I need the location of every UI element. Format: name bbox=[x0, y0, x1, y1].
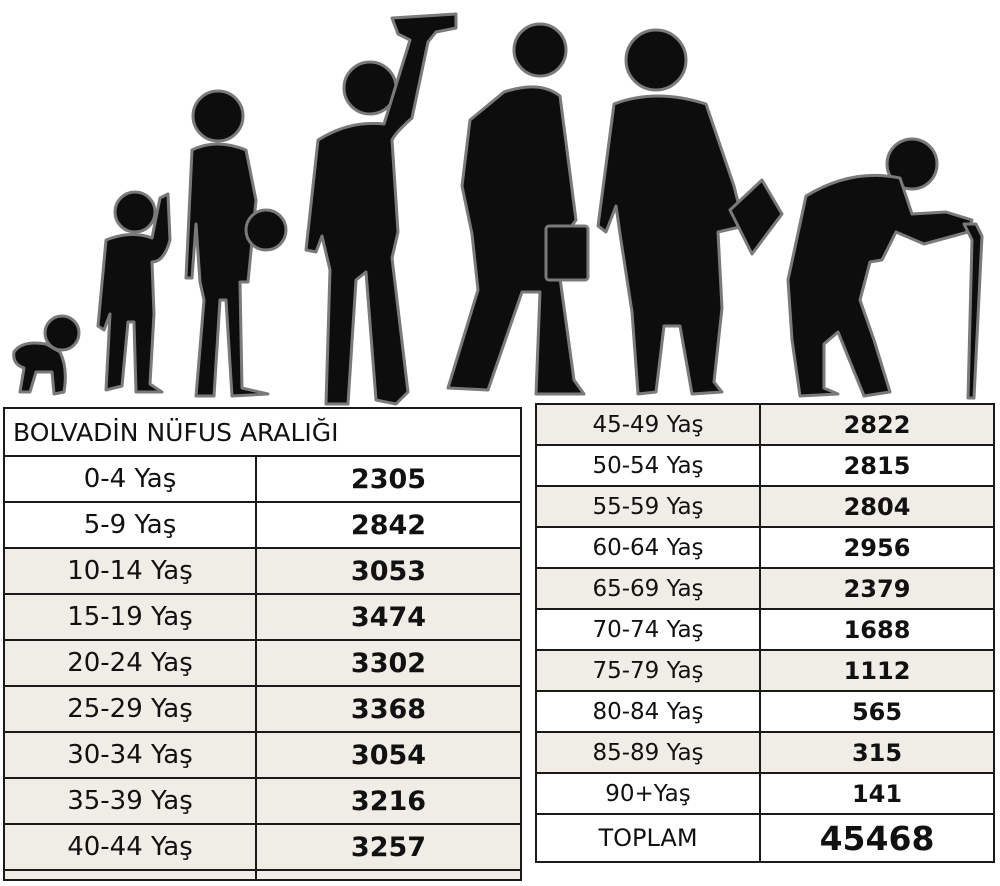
total-row: TOPLAM 45468 bbox=[535, 813, 995, 863]
age-range-cell: 20-24 Yaş bbox=[3, 639, 257, 687]
population-count-cell: 2379 bbox=[759, 567, 995, 610]
population-count-cell: 2804 bbox=[759, 485, 995, 528]
table-row: 0-4 Yaş 2305 bbox=[3, 455, 522, 503]
age-range-cell: 35-39 Yaş bbox=[3, 777, 257, 825]
table-title: BOLVADİN NÜFUS ARALIĞI bbox=[3, 407, 522, 457]
table-row: 50-54 Yaş 2815 bbox=[535, 444, 995, 487]
table-row: 90+Yaş 141 bbox=[535, 772, 995, 815]
table-row: 65-69 Yaş 2379 bbox=[535, 567, 995, 610]
age-range-cell: 65-69 Yaş bbox=[535, 567, 761, 610]
child-silhouette bbox=[184, 89, 288, 398]
age-range-cell: 5-9 Yaş bbox=[3, 501, 257, 549]
table-row: 45-49 Yaş 2822 bbox=[535, 403, 995, 446]
table-row: 20-24 Yaş 3302 bbox=[3, 639, 522, 687]
population-count-cell: 3368 bbox=[255, 685, 522, 733]
table-row: 5-9 Yaş 2842 bbox=[3, 501, 522, 549]
table-title-row: BOLVADİN NÜFUS ARALIĞI bbox=[3, 407, 522, 457]
age-range-cell: 25-29 Yaş bbox=[3, 685, 257, 733]
table-row: 30-34 Yaş 3054 bbox=[3, 731, 522, 779]
table-row-cut-off bbox=[3, 869, 522, 881]
life-stages-illustration bbox=[12, 12, 984, 406]
graduate-silhouette bbox=[304, 12, 458, 406]
table-row: 85-89 Yaş 315 bbox=[535, 731, 995, 774]
population-count-cell: 3053 bbox=[255, 547, 522, 595]
table-row: 80-84 Yaş 565 bbox=[535, 690, 995, 733]
table-row: 60-64 Yaş 2956 bbox=[535, 526, 995, 569]
age-range-cell: 75-79 Yaş bbox=[535, 649, 761, 692]
table-row: 40-44 Yaş 3257 bbox=[3, 823, 522, 871]
age-range-cell: 50-54 Yaş bbox=[535, 444, 761, 487]
population-count-cell: 3054 bbox=[255, 731, 522, 779]
empty-cell bbox=[3, 869, 257, 881]
table-row: 55-59 Yaş 2804 bbox=[535, 485, 995, 528]
population-count-cell: 3302 bbox=[255, 639, 522, 687]
adult-silhouette bbox=[446, 22, 590, 396]
age-range-cell: 0-4 Yaş bbox=[3, 455, 257, 503]
population-table-left: BOLVADİN NÜFUS ARALIĞI 0-4 Yaş 2305 5-9 … bbox=[3, 407, 522, 881]
population-count-cell: 2815 bbox=[759, 444, 995, 487]
population-count-cell: 2956 bbox=[759, 526, 995, 569]
toddler-silhouette bbox=[96, 190, 172, 394]
population-count-cell: 2822 bbox=[759, 403, 995, 446]
total-value: 45468 bbox=[759, 813, 995, 863]
age-range-cell: 80-84 Yaş bbox=[535, 690, 761, 733]
population-count-cell: 2305 bbox=[255, 455, 522, 503]
age-range-cell: 15-19 Yaş bbox=[3, 593, 257, 641]
table-row: 10-14 Yaş 3053 bbox=[3, 547, 522, 595]
table-row: 75-79 Yaş 1112 bbox=[535, 649, 995, 692]
age-range-cell: 45-49 Yaş bbox=[535, 403, 761, 446]
population-count-cell: 565 bbox=[759, 690, 995, 733]
population-count-cell: 1688 bbox=[759, 608, 995, 651]
age-range-cell: 60-64 Yaş bbox=[535, 526, 761, 569]
age-range-cell: 55-59 Yaş bbox=[535, 485, 761, 528]
table-row: 70-74 Yaş 1688 bbox=[535, 608, 995, 651]
empty-cell bbox=[255, 869, 522, 881]
middle-aged-silhouette bbox=[596, 28, 784, 396]
population-count-cell: 3474 bbox=[255, 593, 522, 641]
population-count-cell: 3257 bbox=[255, 823, 522, 871]
elderly-silhouette bbox=[786, 137, 984, 400]
population-count-cell: 3216 bbox=[255, 777, 522, 825]
population-count-cell: 315 bbox=[759, 731, 995, 774]
age-range-cell: 90+Yaş bbox=[535, 772, 761, 815]
baby-silhouette bbox=[12, 314, 81, 396]
age-range-cell: 30-34 Yaş bbox=[3, 731, 257, 779]
table-row: 35-39 Yaş 3216 bbox=[3, 777, 522, 825]
population-count-cell: 141 bbox=[759, 772, 995, 815]
age-range-cell: 10-14 Yaş bbox=[3, 547, 257, 595]
population-count-cell: 2842 bbox=[255, 501, 522, 549]
age-range-cell: 70-74 Yaş bbox=[535, 608, 761, 651]
age-range-cell: 85-89 Yaş bbox=[535, 731, 761, 774]
population-count-cell: 1112 bbox=[759, 649, 995, 692]
table-row: 15-19 Yaş 3474 bbox=[3, 593, 522, 641]
table-row: 25-29 Yaş 3368 bbox=[3, 685, 522, 733]
total-label: TOPLAM bbox=[535, 813, 761, 863]
age-range-cell: 40-44 Yaş bbox=[3, 823, 257, 871]
population-table-right: 45-49 Yaş 2822 50-54 Yaş 2815 55-59 Yaş … bbox=[535, 403, 995, 863]
